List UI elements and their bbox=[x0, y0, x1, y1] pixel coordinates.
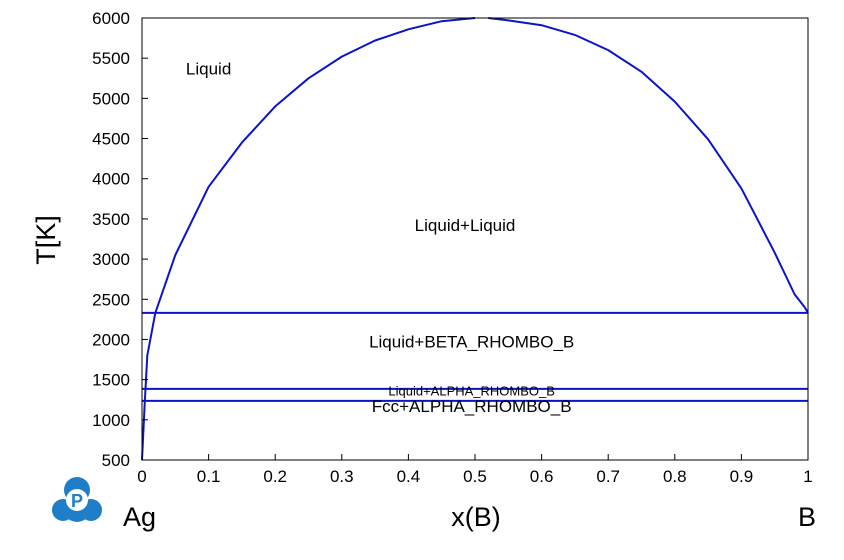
x-tick-label: 0.8 bbox=[663, 467, 687, 486]
x-axis-title: x(B) bbox=[451, 502, 501, 532]
logo-letter: P bbox=[71, 491, 83, 511]
y-axis-title: T[K] bbox=[31, 215, 61, 265]
y-tick-label: 3500 bbox=[92, 210, 130, 229]
region-label: Liquid+ALPHA_RHOMBO_B bbox=[388, 383, 555, 398]
y-tick-label: 2000 bbox=[92, 330, 130, 349]
x-tick-label: 0.6 bbox=[530, 467, 554, 486]
region-labels: Liquid Liquid+Liquid Liquid+BETA_RHOMBO_B L… bbox=[186, 59, 574, 416]
y-tick-label: 4000 bbox=[92, 170, 130, 189]
y-tick-label: 2500 bbox=[92, 290, 130, 309]
region-label: Liquid+BETA_RHOMBO_B bbox=[369, 332, 574, 351]
x-tick-label: 0.5 bbox=[463, 467, 487, 486]
region-label: Fcc+ALPHA_RHOMBO_B bbox=[372, 397, 572, 416]
phase-boundary-line-0 bbox=[141, 17, 476, 461]
x-tick-label: 0.9 bbox=[730, 467, 754, 486]
pandat-logo-icon: P bbox=[52, 477, 102, 522]
y-tick-label: 1500 bbox=[92, 371, 130, 390]
region-label: Liquid bbox=[186, 59, 231, 78]
x-end-label-left: Ag bbox=[123, 502, 156, 532]
x-tick-label: 0.1 bbox=[197, 467, 221, 486]
y-tick-label: 1000 bbox=[92, 411, 130, 430]
axis-ticks: 0 0.1 0.2 0.3 0.4 0.5 0.6 0.7 0.8 0.9 150010001500… bbox=[92, 9, 813, 486]
x-tick-label: 0.3 bbox=[330, 467, 354, 486]
y-tick-label: 6000 bbox=[92, 9, 130, 28]
y-tick-label: 3000 bbox=[92, 250, 130, 269]
x-tick-label: 0.4 bbox=[397, 467, 421, 486]
phase-boundaries bbox=[141, 17, 809, 461]
x-tick-label: 0.2 bbox=[263, 467, 287, 486]
y-tick-label: 5000 bbox=[92, 89, 130, 108]
x-tick-label: 0.7 bbox=[596, 467, 620, 486]
x-tick-label: 1 bbox=[803, 467, 812, 486]
region-label: Liquid+Liquid bbox=[415, 216, 516, 235]
y-tick-label: 5500 bbox=[92, 49, 130, 68]
phase-boundary-line-1 bbox=[488, 17, 809, 314]
x-end-label-right: B bbox=[798, 502, 816, 532]
x-tick-label: 0 bbox=[137, 467, 146, 486]
y-tick-label: 500 bbox=[102, 451, 130, 470]
y-tick-label: 4500 bbox=[92, 130, 130, 149]
